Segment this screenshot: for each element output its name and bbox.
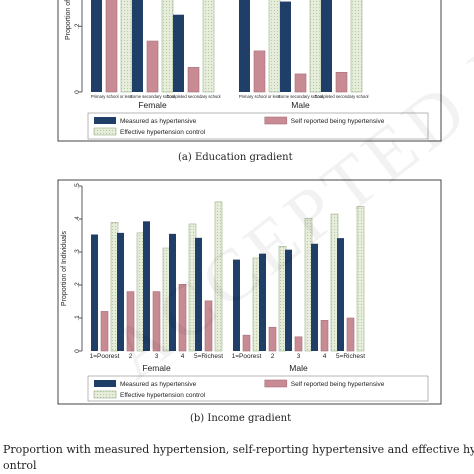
category-label: Primary school or less: [239, 94, 280, 99]
bar-measured: [280, 1, 291, 92]
legend-label: Effective hypertension control: [120, 129, 206, 136]
category-label: Some secondary school: [278, 94, 323, 99]
bar-self-reported: [242, 334, 251, 352]
category-label: 1=Poorest: [90, 353, 120, 360]
bar-effective-control: [309, 0, 322, 93]
bar-effective-control: [356, 206, 365, 352]
legend-label: Self reported being hypertensive: [291, 381, 385, 388]
category-label: 2: [129, 353, 133, 360]
bar-measured: [285, 249, 292, 351]
y-tick-label: .5: [74, 183, 81, 189]
category-label: Primary school or less: [91, 94, 132, 99]
bar-self-reported: [105, 0, 118, 93]
caption-income: (b) Income gradient: [190, 413, 292, 424]
bar-effective-control: [202, 0, 215, 93]
category-label: 1=Poorest: [232, 353, 262, 360]
y-tick-label: .2: [74, 23, 81, 29]
legend-label: Measured as hypertensive: [120, 381, 197, 388]
bar-self-reported: [320, 320, 329, 352]
bar-self-reported: [146, 40, 159, 93]
bar-self-reported: [126, 291, 135, 352]
legend-swatch: [264, 379, 288, 388]
bar-measured: [169, 233, 176, 351]
y-tick-label: .2: [74, 282, 81, 288]
bar-measured: [91, 0, 102, 92]
legend-box: [87, 375, 429, 402]
bar-measured: [233, 259, 240, 351]
bar-measured: [117, 232, 124, 351]
bar-measured: [337, 238, 344, 351]
category-label: Completed secondary school: [166, 94, 220, 99]
bar-measured: [311, 243, 318, 351]
bar-self-reported: [100, 311, 109, 352]
category-label: 3: [297, 353, 301, 360]
group-label: Male: [291, 100, 310, 110]
category-label: 3: [155, 353, 159, 360]
bar-effective-control: [161, 0, 174, 93]
y-tick-label: .1: [74, 315, 81, 321]
bar-effective-control: [120, 0, 133, 93]
bar-measured: [259, 253, 266, 351]
bar-measured: [143, 221, 150, 351]
bar-self-reported: [335, 71, 348, 93]
legend-box: [87, 112, 429, 140]
legend-label: Self reported being hypertensive: [291, 118, 385, 125]
group-label: Female: [142, 363, 171, 373]
bar-effective-control: [350, 0, 363, 93]
income-chart: 0 .1 .2 .3 .4 .5 Proportion of Individuals 1=Po…: [57, 179, 442, 405]
bar-measured: [195, 237, 202, 351]
caption-education: (a) Education gradient: [178, 152, 293, 163]
bar-self-reported: [268, 326, 277, 352]
bar-self-reported: [346, 317, 355, 352]
bar-self-reported: [187, 67, 200, 93]
group-label: Female: [138, 100, 167, 110]
category-label: Some secondary school: [130, 94, 175, 99]
bar-measured: [321, 0, 332, 92]
bar-effective-control: [268, 0, 281, 93]
bar-self-reported: [294, 73, 307, 93]
bar-measured: [239, 0, 250, 92]
category-label: 4: [181, 353, 185, 360]
figure-caption-line2: ontrol: [3, 459, 37, 472]
legend-swatch: [94, 117, 116, 124]
category-label: 4: [323, 353, 327, 360]
legend-label: Measured as hypertensive: [120, 118, 197, 125]
y-axis-label: Proportion of Individuals: [61, 230, 68, 306]
bar-measured: [173, 14, 184, 92]
y-tick-label: .3: [74, 249, 81, 255]
legend-swatch: [93, 127, 117, 136]
legend-label: Effective hypertension control: [120, 392, 206, 399]
category-label: 5=Richest: [194, 353, 223, 360]
legend-swatch: [94, 380, 116, 387]
y-tick-label: .4: [74, 216, 81, 222]
bar-self-reported: [178, 284, 187, 352]
bar-self-reported: [253, 50, 266, 93]
category-label: 2: [271, 353, 275, 360]
legend-swatch: [264, 116, 288, 125]
legend-swatch: [93, 390, 117, 399]
bar-self-reported: [204, 300, 213, 352]
y-axis-label: Proportion of I: [65, 0, 72, 40]
category-label: 5=Richest: [336, 353, 365, 360]
bar-self-reported: [294, 336, 303, 352]
bar-measured: [91, 234, 98, 351]
group-label: Male: [289, 363, 308, 373]
bar-measured: [132, 0, 143, 92]
category-label: Completed secondary school: [314, 94, 368, 99]
y-tick-label: 0: [74, 90, 81, 94]
bar-effective-control: [214, 201, 223, 352]
figure-caption-line1: Proportion with measured hypertension, s…: [3, 443, 474, 456]
y-tick-label: 0: [74, 349, 81, 353]
bar-self-reported: [152, 291, 161, 352]
